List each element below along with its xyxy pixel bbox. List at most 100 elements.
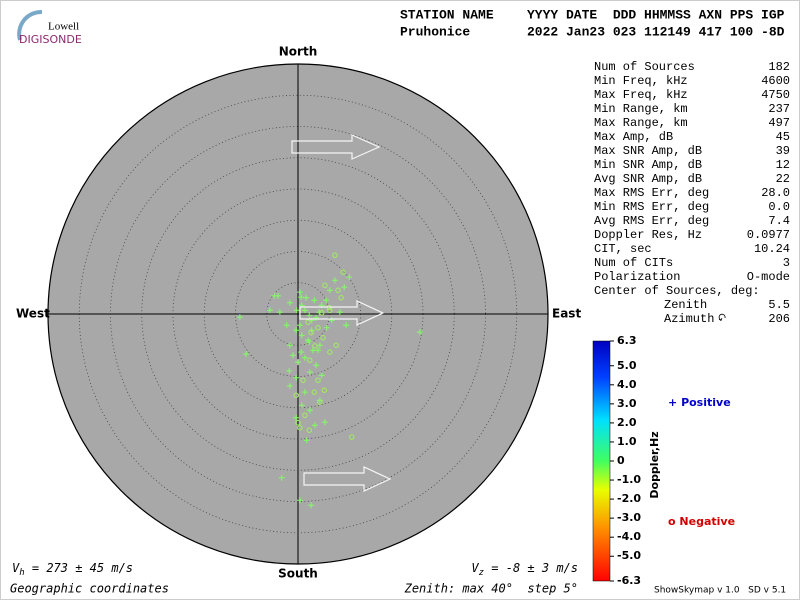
source-positive xyxy=(286,342,293,349)
colorbar-tick-label: -1.0 xyxy=(617,473,641,486)
legend-positive: + Positive xyxy=(668,396,731,409)
stat-label: Min RMS Err, deg xyxy=(594,200,709,214)
center-row-value: 5.5 xyxy=(768,298,790,312)
center-row-value: 206 xyxy=(768,312,790,326)
source-positive xyxy=(336,309,343,316)
source-negative xyxy=(332,252,338,258)
source-positive xyxy=(328,317,335,324)
azimuth-icon xyxy=(718,313,726,322)
source-negative xyxy=(315,377,321,383)
vertical-velocity: Vz = -8 ± 3 m/s xyxy=(471,561,578,578)
source-negative xyxy=(327,349,333,355)
source-positive xyxy=(331,277,338,284)
source-negative xyxy=(333,342,339,348)
velocity-sub: h xyxy=(19,568,24,578)
stat-label: Avg RMS Err, deg xyxy=(594,214,709,228)
source-negative xyxy=(349,434,355,440)
source-negative xyxy=(315,325,321,331)
stat-label: Num of CITs xyxy=(594,256,673,270)
source-positive xyxy=(298,332,305,339)
source-positive xyxy=(306,339,313,346)
source-positive xyxy=(236,314,243,321)
source-negative xyxy=(326,305,332,311)
source-positive xyxy=(343,322,350,329)
source-positive xyxy=(295,359,301,366)
stat-label: Max Freq, kHz xyxy=(594,88,688,102)
logo-top: Lowell xyxy=(48,21,79,33)
stat-label: Num of Sources xyxy=(594,60,695,74)
source-positive xyxy=(286,367,293,374)
version-note: ShowSkymap v 1.0 SD v 5.1 xyxy=(654,586,786,596)
stat-value: 182 xyxy=(768,60,790,74)
source-positive xyxy=(303,294,310,301)
source-positive xyxy=(301,354,308,361)
stat-value: 45 xyxy=(776,130,790,144)
stat-value: 4600 xyxy=(761,74,790,88)
colorbar-tick-label: 5.0 xyxy=(617,359,637,372)
source-positive xyxy=(278,474,285,481)
source-positive xyxy=(283,322,290,329)
source-negative xyxy=(322,282,328,288)
source-negative xyxy=(308,330,314,336)
colorbar-tick-label: 4.0 xyxy=(617,378,637,391)
source-positive xyxy=(313,314,320,321)
colorbar-tick-label: 0 xyxy=(617,454,625,467)
center-row-label: Azimuth xyxy=(664,312,714,326)
colorbar-label: Doppler,Hz xyxy=(648,431,661,498)
colorbar-tick-label: 3.0 xyxy=(617,397,637,410)
colorbar-tick-label: 6.3 xyxy=(617,334,637,347)
source-positive xyxy=(286,299,293,306)
south-label: South xyxy=(278,567,318,581)
header-fields-label: YYYY DATE DDD HHMMSS AXN PPS IGP xyxy=(527,7,785,22)
stat-value: 39 xyxy=(776,144,790,158)
source-positive xyxy=(321,419,328,426)
source-negative xyxy=(300,377,306,383)
coordinates-note: Geographic coordinates xyxy=(10,582,169,596)
source-positive xyxy=(311,297,318,304)
source-positive xyxy=(311,422,318,429)
source-negative xyxy=(297,425,303,431)
source-positive xyxy=(318,372,325,379)
colorbar-tick-label: -4.0 xyxy=(617,530,641,543)
stat-label: Avg SNR Amp, dB xyxy=(594,172,702,186)
source-negative xyxy=(295,420,301,426)
stat-value: 12 xyxy=(776,158,790,172)
source-negative xyxy=(340,269,346,275)
source-positive xyxy=(293,307,300,314)
source-positive xyxy=(296,322,303,329)
east-label: East xyxy=(552,307,581,321)
source-positive xyxy=(341,284,348,291)
colorbar-tick-label: 2.0 xyxy=(617,416,637,429)
stat-value: 7.4 xyxy=(768,214,790,228)
colorbar-tick-label: -5.0 xyxy=(617,549,641,562)
center-row-label: Zenith xyxy=(664,298,707,312)
stat-label: Min Freq, kHz xyxy=(594,74,688,88)
source-positive xyxy=(290,352,296,359)
colorbar-tick-label: -2.0 xyxy=(617,492,641,505)
source-negative xyxy=(311,389,317,395)
source-negative xyxy=(306,427,312,433)
stat-value: 497 xyxy=(768,116,790,130)
drift-arrow xyxy=(299,300,385,326)
source-positive xyxy=(315,347,321,354)
legend-name: Positive xyxy=(681,396,731,409)
source-positive xyxy=(296,497,303,504)
source-positive xyxy=(293,414,300,421)
source-negative xyxy=(327,307,333,313)
source-positive xyxy=(308,502,315,509)
stat-label: CIT, sec xyxy=(594,242,652,256)
source-positive xyxy=(298,294,305,301)
header-fields: 2022 Jan23 023 112149 417 100 -8D xyxy=(527,24,785,39)
stat-value: 22 xyxy=(776,172,790,186)
legend-name: Negative xyxy=(679,515,735,528)
source-positive xyxy=(293,374,300,381)
colorbar xyxy=(592,340,611,582)
source-negative xyxy=(317,399,323,405)
source-positive xyxy=(301,389,308,396)
source-positive xyxy=(313,362,320,369)
velocity-symbol: V xyxy=(471,561,479,575)
source-positive xyxy=(301,307,308,314)
source-positive xyxy=(323,297,330,304)
source-negative xyxy=(321,387,327,393)
